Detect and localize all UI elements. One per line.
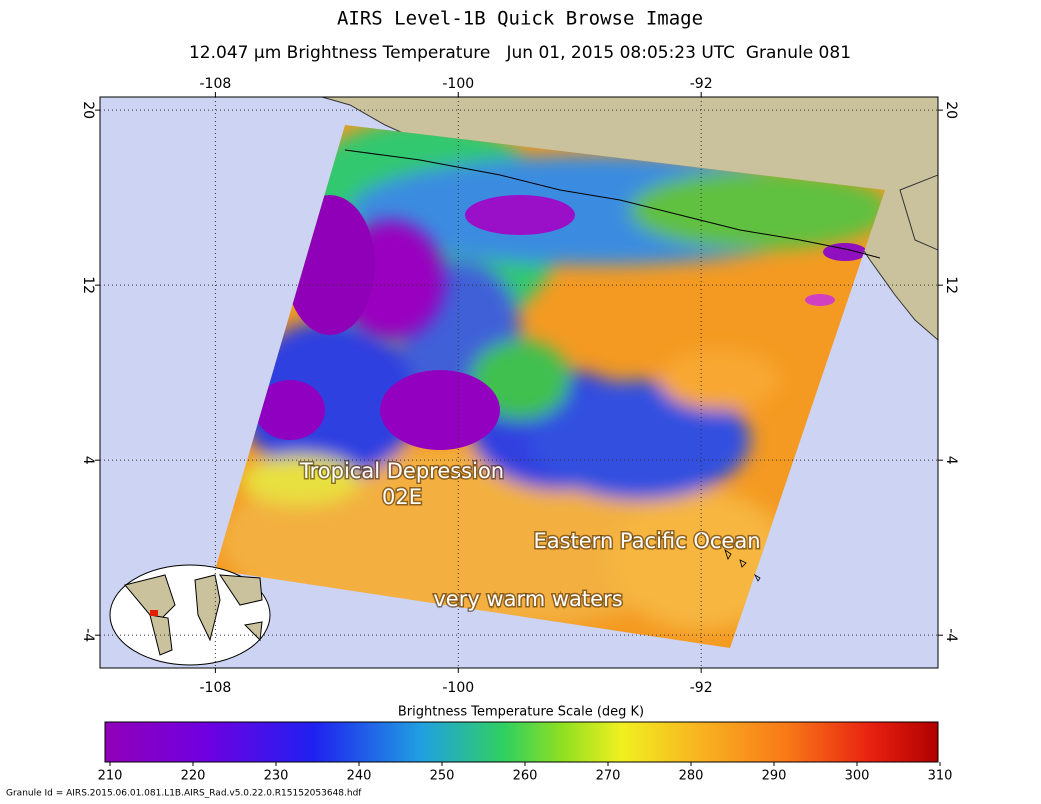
annotation: Tropical Depression	[299, 459, 504, 483]
x-tick-label: -108	[199, 76, 231, 92]
colorbar-tick-label: 290	[762, 769, 787, 784]
colorbar-tick-label: 230	[264, 769, 289, 784]
annotation: very warm waters	[433, 587, 622, 611]
colorbar-tick-label: 270	[596, 769, 621, 784]
colorbar-tick-label: 310	[928, 769, 953, 784]
colorbar-tick-label: 280	[679, 769, 704, 784]
map-frame	[99, 96, 939, 669]
footer: Granule Id = AIRS.2015.06.01.081.L1B.AIR…	[6, 789, 362, 799]
colorbar-tick-label: 240	[347, 769, 372, 784]
title: AIRS Level-1B Quick Browse Image	[337, 8, 703, 30]
colorbar-tick-label: 260	[513, 769, 538, 784]
x-tick-label: -100	[442, 76, 474, 92]
y-tick-label: 4	[943, 456, 959, 465]
x-tick-label: -100	[442, 680, 474, 696]
x-tick-label: -92	[690, 680, 713, 696]
y-tick-label: 4	[80, 456, 96, 465]
y-tick-label: 12	[943, 276, 959, 294]
map	[100, 97, 938, 668]
y-tick-label: 12	[80, 276, 96, 294]
colorbar-title: Brightness Temperature Scale (deg K)	[398, 705, 644, 720]
y-tick-label: 20	[80, 101, 96, 119]
colorbar-tick-label: 300	[845, 769, 870, 784]
colorbar	[104, 721, 939, 763]
y-tick-label: 20	[943, 101, 959, 119]
colorbar-tick-label: 210	[98, 769, 123, 784]
colorbar-tick-label: 250	[430, 769, 455, 784]
x-tick-label: -92	[690, 76, 713, 92]
annotation: Eastern Pacific Ocean	[533, 529, 760, 553]
subtitle: 12.047 μm Brightness Temperature Jun 01,…	[189, 43, 851, 63]
y-tick-label: -4	[943, 628, 959, 642]
y-tick-label: -4	[80, 628, 96, 642]
x-tick-label: -108	[199, 680, 231, 696]
colorbar-tick-label: 220	[181, 769, 206, 784]
annotation: 02E	[382, 485, 422, 509]
